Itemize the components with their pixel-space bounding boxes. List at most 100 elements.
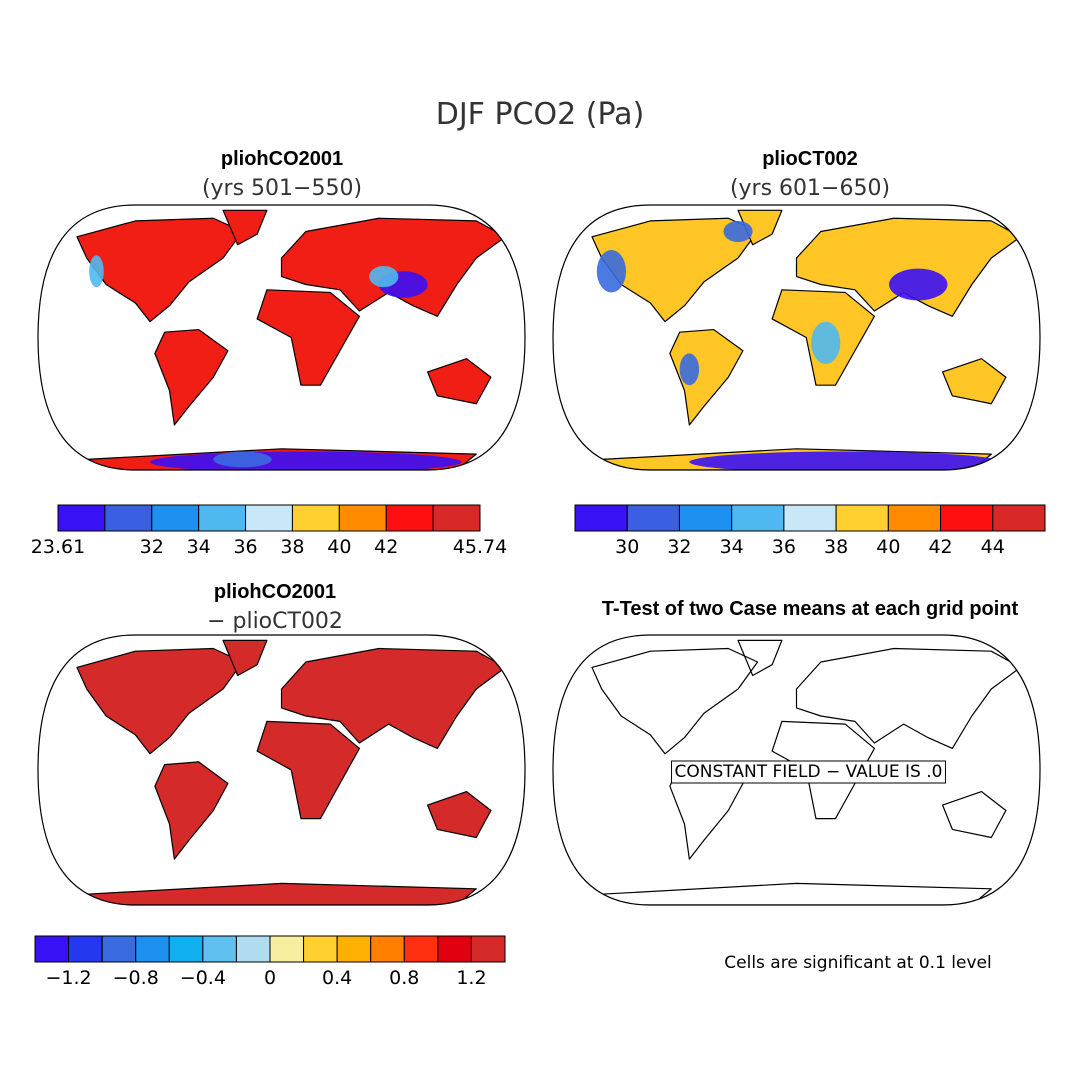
- colorbar-swatch: [57, 504, 106, 532]
- map-patch: [679, 353, 700, 386]
- colorbar-swatch: [940, 504, 994, 532]
- colorbar-swatch: [470, 935, 506, 963]
- map-outline: [552, 204, 1041, 471]
- map: [37, 204, 526, 471]
- map-patch: [213, 451, 272, 468]
- map-patch: [889, 268, 948, 301]
- map-patch: [89, 255, 104, 288]
- continent: [941, 358, 1007, 405]
- map-patch: [596, 250, 627, 293]
- colorbar-label: 0.8: [389, 967, 419, 989]
- continent: [76, 647, 244, 755]
- map-land: [76, 209, 507, 470]
- footer-note: Cells are significant at 0.1 level: [724, 953, 991, 973]
- continent: [256, 720, 361, 820]
- colorbar-swatch: [783, 504, 837, 532]
- colorbar-swatch: [678, 504, 733, 532]
- colorbar-swatch: [992, 504, 1046, 532]
- continent: [795, 217, 1022, 317]
- colorbar-swatch: [269, 935, 305, 963]
- colorbar-swatch: [626, 504, 680, 532]
- continent: [222, 639, 268, 677]
- map-patch: [811, 321, 841, 364]
- continent: [154, 761, 229, 860]
- continent: [280, 647, 507, 750]
- colorbar-swatch: [574, 504, 628, 532]
- continent: [222, 209, 268, 246]
- colorbar-swatch: [245, 504, 293, 532]
- colorbar-label: 0.4: [322, 967, 352, 989]
- colorbar-label: 40: [327, 536, 351, 558]
- panel-title: plioCT002: [762, 148, 858, 170]
- continent: [86, 882, 477, 905]
- colorbar-swatch: [198, 504, 247, 532]
- colorbar-label: 42: [374, 536, 398, 558]
- continent: [154, 328, 229, 426]
- colorbar-swatch: [235, 935, 271, 963]
- continent: [427, 790, 492, 839]
- map-land: [76, 639, 507, 905]
- annotation: CONSTANT FIELD − VALUE IS .0: [675, 762, 943, 782]
- continent: [601, 882, 992, 905]
- colorbar-label: 42: [928, 536, 952, 558]
- continent: [941, 790, 1007, 839]
- colorbar-label: 1.2: [456, 967, 486, 989]
- colorbar-swatch: [338, 504, 387, 532]
- colorbar-swatch: [202, 935, 237, 963]
- panel-subtitle: − plioCT002: [207, 609, 343, 634]
- annotation-box: [671, 760, 946, 784]
- colorbar-label: 23.61: [31, 536, 85, 558]
- continent: [795, 647, 1022, 750]
- colorbar-swatch: [336, 935, 372, 963]
- map-outline: [37, 204, 526, 471]
- colorbar-label: 32: [140, 536, 164, 558]
- colorbar-swatch: [403, 935, 439, 963]
- colorbar-swatch: [168, 935, 204, 963]
- colorbar-swatch: [104, 504, 153, 532]
- map-outline: [37, 634, 526, 906]
- continent: [256, 289, 361, 386]
- colorbar-swatch: [101, 935, 137, 963]
- colorbar-swatch: [151, 504, 200, 532]
- map-outline: [552, 634, 1041, 906]
- colorbar-label: 40: [876, 536, 900, 558]
- panel-subtitle: (yrs 601−650): [730, 176, 890, 201]
- map: [37, 634, 526, 906]
- map-patch: [689, 451, 1002, 470]
- continent: [591, 647, 759, 755]
- colorbar-label: 34: [187, 536, 211, 558]
- continent: [771, 720, 876, 820]
- colorbar-swatch: [432, 504, 481, 532]
- map-land: [591, 209, 1022, 470]
- colorbar-swatch: [68, 935, 103, 963]
- map: [552, 204, 1041, 471]
- panel-subtitle: (yrs 501−550): [202, 176, 362, 201]
- colorbar-swatch: [303, 935, 338, 963]
- colorbar-swatch: [835, 504, 889, 532]
- colorbar-label: −0.4: [180, 967, 226, 989]
- colorbar-label: 30: [615, 536, 639, 558]
- continent: [76, 217, 244, 323]
- colorbar-label: 0: [264, 967, 276, 989]
- map-patch: [369, 265, 399, 288]
- colorbar-swatch: [34, 935, 70, 963]
- map-patch: [723, 220, 753, 243]
- colorbar-label: 34: [720, 536, 744, 558]
- colorbar-label: 38: [280, 536, 304, 558]
- colorbar-swatch: [370, 935, 405, 963]
- colorbar-swatch: [731, 504, 785, 532]
- figure-title: DJF PCO2 (Pa): [436, 97, 645, 132]
- colorbar-label: 32: [667, 536, 691, 558]
- continent: [280, 217, 507, 317]
- colorbar-swatch: [135, 935, 170, 963]
- colorbar-label: −1.2: [46, 967, 92, 989]
- colorbar-swatch: [291, 504, 340, 532]
- panel-title: pliohCO2001: [221, 148, 343, 170]
- colorbar-label: −0.8: [113, 967, 159, 989]
- colorbar-label: 36: [233, 536, 257, 558]
- panel-title: pliohCO2001: [214, 581, 336, 603]
- colorbar-label: 38: [824, 536, 848, 558]
- colorbar-label: 36: [772, 536, 796, 558]
- colorbar-swatch: [887, 504, 942, 532]
